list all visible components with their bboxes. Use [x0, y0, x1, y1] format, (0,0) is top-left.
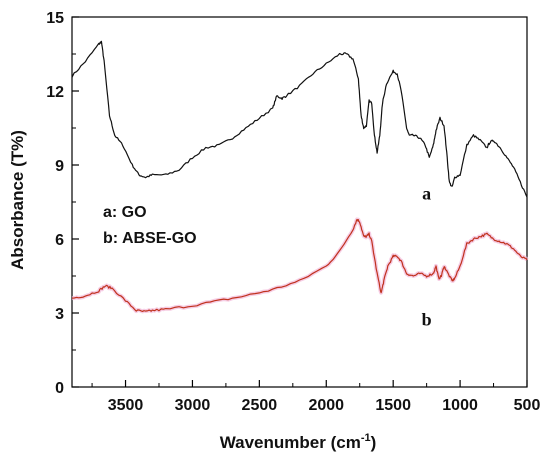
y-tick-label: 12: [46, 84, 64, 101]
y-tick-label: 3: [55, 306, 64, 323]
series-a-line: [71, 40, 528, 198]
x-tick-label: 3000: [175, 397, 211, 414]
x-tick-label: 2000: [308, 397, 344, 414]
y-tick-label: 0: [55, 380, 64, 397]
plot-frame: [71, 16, 528, 388]
x-axis-title: Wavenumber (cm-1): [220, 432, 377, 452]
y-tick-label: 9: [55, 158, 64, 175]
curve-label-b: b: [422, 309, 432, 329]
x-tick-label: 1500: [375, 397, 411, 414]
x-tick-label: 500: [514, 397, 541, 414]
axes: 3500 3000 2500 2000 1500 1000 500 0 3 6 9 12 15: [46, 10, 540, 414]
plot-area: [71, 16, 528, 388]
x-tick-label: 1000: [442, 397, 478, 414]
y-tick-label: 15: [46, 10, 64, 27]
y-axis-title: Absorbance (T%): [8, 130, 27, 270]
series-curves: ab: [71, 40, 529, 329]
legend: a: GO b: ABSE-GO: [103, 204, 197, 247]
x-tick-label: 3500: [108, 397, 144, 414]
series-b-line: [71, 218, 528, 312]
legend-entry-b: b: ABSE-GO: [103, 230, 197, 247]
y-tick-label: 6: [55, 232, 64, 249]
legend-entry-a: a: GO: [103, 204, 147, 221]
curve-label-a: a: [422, 184, 431, 204]
x-tick-label: 2500: [242, 397, 278, 414]
